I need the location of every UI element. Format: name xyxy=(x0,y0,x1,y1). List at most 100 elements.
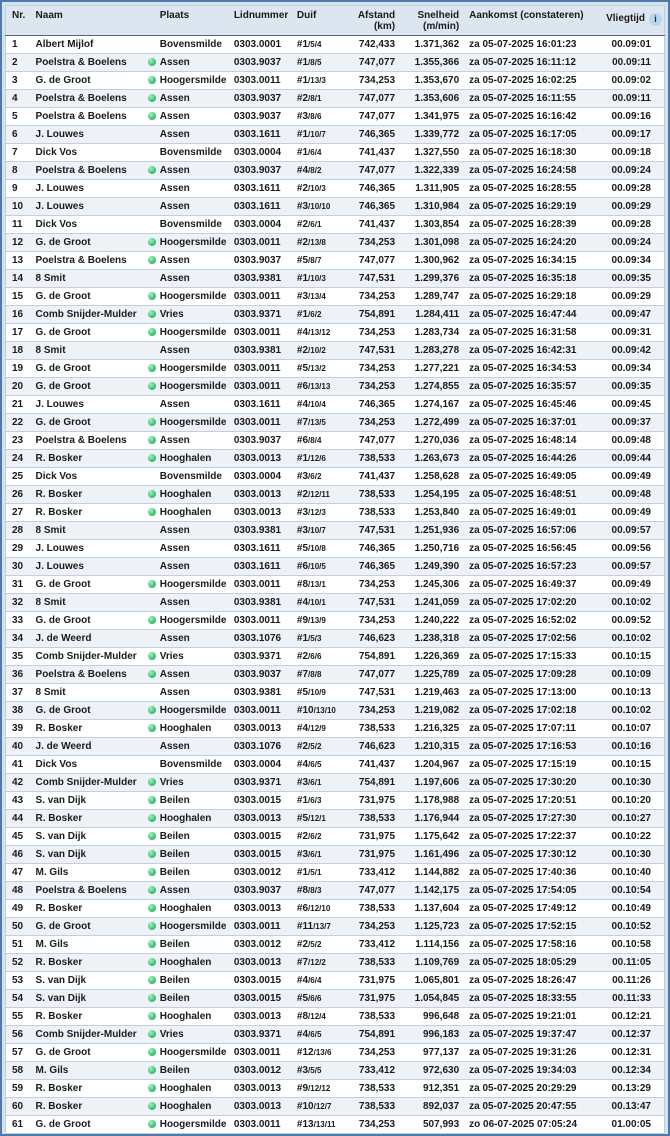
table-row: 52 R. Bosker Hooghalen 0303.0013 #7/12/2… xyxy=(5,953,665,972)
col-header-aankomst: Aankomst (constateren) xyxy=(463,5,604,36)
member-number-cell: 0303.0001 xyxy=(233,39,282,50)
distance-cell: 747,077 xyxy=(358,165,396,176)
rank-cell: 31 xyxy=(12,579,24,590)
rank-cell: 11 xyxy=(12,219,23,230)
member-number-cell: 0303.0011 xyxy=(233,921,281,932)
flight-time-cell: 00.09:11 xyxy=(612,57,651,68)
flight-time-cell: 00.10:30 xyxy=(611,777,651,788)
rank-cell: 53 xyxy=(12,975,24,986)
distance-cell: 734,253 xyxy=(358,615,396,626)
distance-cell: 746,623 xyxy=(358,741,396,752)
flight-time-cell: 00.12:37 xyxy=(611,1029,651,1040)
green-dot-icon xyxy=(147,580,156,589)
arrival-cell: za 05-07-2025 17:30:20 xyxy=(469,777,577,788)
place-cell: Hoogersmilde xyxy=(159,75,227,86)
distance-cell: 746,365 xyxy=(358,183,396,194)
speed-cell: 1.322,339 xyxy=(414,165,460,176)
pigeon-cell: #6/12/10 xyxy=(295,900,354,918)
pigeon-cell: #3/13/4 xyxy=(295,288,354,306)
pigeon-rank: #5 xyxy=(296,255,309,266)
member-number-cell: 0303.0013 xyxy=(233,1083,282,1094)
pigeon-count: /5/5 xyxy=(308,1066,322,1075)
name-cell: Poelstra & Boelens xyxy=(35,111,127,122)
col-header-afstand: Afstand (km) xyxy=(354,5,401,36)
pigeon-count: /5/1 xyxy=(308,868,322,877)
pigeon-count: /12/1 xyxy=(308,814,326,823)
rank-cell: 30 xyxy=(12,561,24,572)
pigeon-rank: #3 xyxy=(296,777,309,788)
pigeon-count: /8/5 xyxy=(308,58,322,67)
pigeon-count: /12/6 xyxy=(308,454,326,463)
pigeon-count: /12/12 xyxy=(308,1084,331,1093)
member-number-cell: 0303.0015 xyxy=(233,795,282,806)
member-number-cell: 0303.9381 xyxy=(233,525,282,536)
flight-time-cell: 00.09:37 xyxy=(611,417,651,428)
member-number-cell: 0303.1611 xyxy=(233,561,281,572)
pigeon-cell: #2/6/1 xyxy=(295,216,354,234)
member-number-cell: 0303.0013 xyxy=(233,723,282,734)
distance-cell: 733,412 xyxy=(358,867,396,878)
place-cell: Assen xyxy=(159,561,190,572)
pigeon-count: /10/7 xyxy=(308,526,326,535)
speed-cell: 1.178,988 xyxy=(414,795,460,806)
pigeon-count: /12/11 xyxy=(308,490,330,499)
name-cell: Comb Snijder-Mulder xyxy=(35,777,137,788)
member-number-cell: 0303.0012 xyxy=(233,867,282,878)
green-dot-icon xyxy=(147,166,156,175)
col-header-status xyxy=(145,5,158,36)
rank-cell: 6 xyxy=(12,129,18,140)
rank-cell: 29 xyxy=(12,543,24,554)
arrival-cell: za 05-07-2025 17:15:19 xyxy=(469,759,577,770)
pigeon-rank: #7 xyxy=(296,417,309,428)
flight-time-cell: 00.09:52 xyxy=(611,615,651,626)
flight-time-cell: 00.10:16 xyxy=(611,741,651,752)
green-dot-icon xyxy=(147,454,156,463)
distance-cell: 754,891 xyxy=(358,1029,396,1040)
table-row: 29 J. Louwes Assen 0303.1611 #5/10/8 746… xyxy=(5,539,665,558)
name-cell: G. de Groot xyxy=(35,237,91,248)
pigeon-count: /13/6 xyxy=(313,1048,332,1057)
member-number-cell: 0303.9037 xyxy=(233,669,282,680)
pigeon-count: /8/2 xyxy=(308,166,322,175)
name-cell: S. van Dijk xyxy=(35,975,87,986)
name-cell: G. de Groot xyxy=(35,363,91,374)
pigeon-count: /10/8 xyxy=(308,544,326,553)
place-cell: Hooghalen xyxy=(159,453,212,464)
member-number-cell: 0303.9037 xyxy=(233,111,282,122)
pigeon-rank: #3 xyxy=(296,1065,309,1076)
place-cell: Beilen xyxy=(159,867,190,878)
place-cell: Bovensmilde xyxy=(159,471,222,482)
distance-cell: 746,365 xyxy=(358,399,396,410)
pigeon-count: /13/9 xyxy=(308,616,326,625)
green-dot-icon xyxy=(147,76,156,85)
pigeon-count: /6/1 xyxy=(308,850,322,859)
member-number-cell: 0303.0011 xyxy=(233,579,281,590)
info-icon[interactable]: i xyxy=(649,13,662,26)
rank-cell: 47 xyxy=(12,867,24,878)
place-cell: Hoogersmilde xyxy=(159,1047,227,1058)
speed-cell: 996,183 xyxy=(423,1029,460,1040)
green-dot-icon xyxy=(147,832,156,841)
name-cell: G. de Groot xyxy=(35,417,91,428)
arrival-cell: za 05-07-2025 17:20:51 xyxy=(469,795,577,806)
name-cell: Poelstra & Boelens xyxy=(35,93,127,104)
pigeon-count: /6/2 xyxy=(308,310,322,319)
status-cell xyxy=(146,522,158,540)
pigeon-count: /13/12 xyxy=(308,328,331,337)
place-cell: Assen xyxy=(159,525,190,536)
pigeon-cell: #6/8/4 xyxy=(295,432,354,450)
distance-cell: 746,365 xyxy=(358,129,396,140)
speed-cell: 1.303,854 xyxy=(414,219,460,230)
table-row: 25 Dick Vos Bovensmilde 0303.0004 #3/6/2… xyxy=(5,467,665,486)
status-cell xyxy=(146,1062,158,1080)
arrival-cell: za 05-07-2025 16:18:30 xyxy=(469,147,577,158)
status-cell xyxy=(146,576,158,594)
member-number-cell: 0303.0013 xyxy=(233,957,282,968)
member-number-cell: 0303.0011 xyxy=(233,417,281,428)
name-cell: R. Bosker xyxy=(35,507,83,518)
place-cell: Assen xyxy=(159,633,190,644)
name-cell: J. Louwes xyxy=(35,399,84,410)
rank-cell: 56 xyxy=(12,1029,24,1040)
flight-time-cell: 00.10:09 xyxy=(611,669,651,680)
table-row: 1 Albert Mijlof Bovensmilde 0303.0001 #1… xyxy=(6,36,665,54)
